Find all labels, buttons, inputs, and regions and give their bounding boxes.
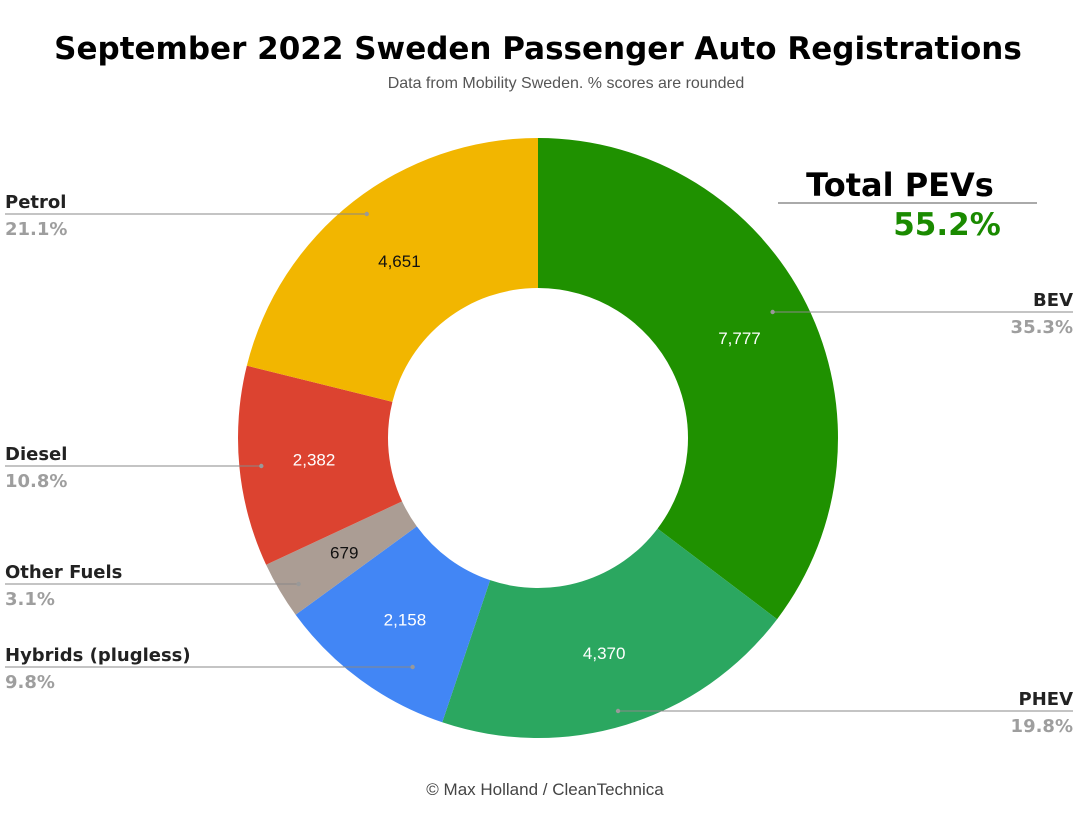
leader-dot-diesel [259,463,264,469]
category-label-diesel: Diesel [5,444,67,465]
donut-slice-bev [538,138,838,620]
percent-label-diesel: 10.8% [5,471,67,492]
slice-callouts: BEV 35.3% PHEV 19.8% Hybrids (plugless) 9.8% O… [5,192,1073,737]
percent-label-hybrids-plugless: 9.8% [5,672,55,693]
slice-value-label-other-fuels: 679 [330,543,358,562]
leader-dot-phev [615,708,621,714]
slice-value-label-diesel: 2,382 [293,451,336,470]
total-pevs-value: 55.2% [893,207,1001,243]
percent-label-other-fuels: 3.1% [5,589,55,610]
category-label-hybrids-plugless: Hybrids (plugless) [5,645,191,666]
donut-slice-phev [442,528,778,738]
donut-chart: 7,777 4,370 2,158 679 2,382 4,651 [238,138,838,738]
slice-value-label-petrol: 4,651 [378,252,421,271]
total-pevs-annotation: Total PEVs 55.2% [778,166,1037,243]
slice-value-label-phev: 4,370 [583,644,626,663]
donut-slice-hybrids-plugless [295,526,491,723]
leader-dot-hybrids-plugless [410,664,415,670]
category-label-other-fuels: Other Fuels [5,562,122,583]
percent-label-bev: 35.3% [1011,317,1073,338]
percent-label-petrol: 21.1% [5,219,67,240]
leader-dot-other-fuels [296,581,301,587]
leader-dot-bev [770,309,775,315]
slice-value-label-hybrids-plugless: 2,158 [384,610,427,629]
donut-slice-petrol [246,138,538,402]
chart-title: September 2022 Sweden Passenger Auto Reg… [54,31,1022,67]
donut-slice-other-fuels [266,501,417,615]
category-label-phev: PHEV [1019,689,1074,710]
total-pevs-label: Total PEVs [806,166,994,204]
category-label-bev: BEV [1033,290,1073,311]
chart-subtitle: Data from Mobility Sweden. % scores are … [388,75,745,92]
donut-slice-diesel [238,365,403,565]
category-label-petrol: Petrol [5,192,66,213]
chart-credit: © Max Holland / CleanTechnica [426,780,664,799]
percent-label-phev: 19.8% [1011,716,1073,737]
slice-value-label-bev: 7,777 [718,329,761,348]
leader-dot-petrol [364,211,369,217]
